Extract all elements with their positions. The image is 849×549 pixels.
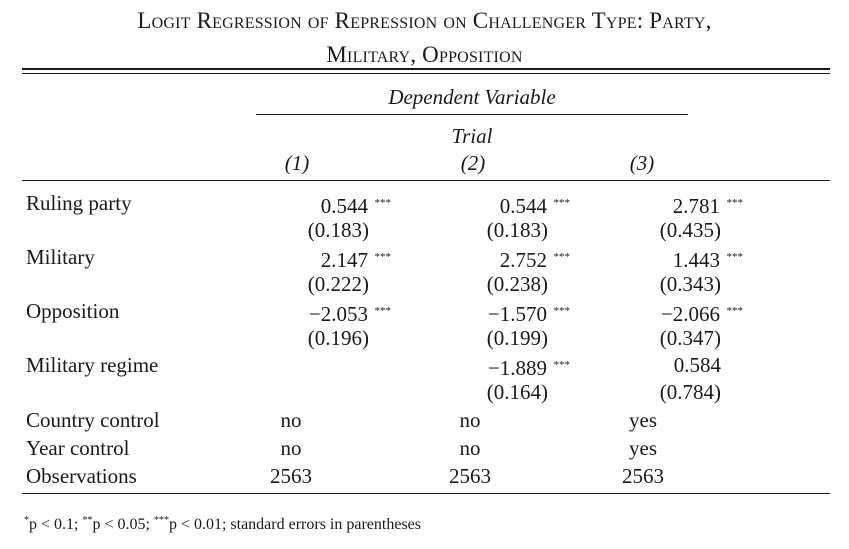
standard-error-cell: (0.183): [370, 217, 570, 243]
coefficient-value: 1.443: [672, 248, 720, 272]
standard-error-value: (0.784): [659, 380, 721, 404]
standard-error-value: (0.343): [659, 272, 721, 296]
top-double-rule-upper: [22, 68, 830, 70]
standard-error-value: (0.199): [486, 326, 548, 350]
standard-error-cell: (0.435): [543, 217, 743, 243]
coefficient-value: 0.584: [673, 353, 721, 377]
row-label: Ruling party: [26, 191, 132, 215]
coefficient-cell: 1.443 ***: [543, 244, 743, 273]
control-row-label: Observations: [26, 464, 137, 488]
control-value: no: [459, 436, 481, 460]
coefficient-value: 0.544: [320, 194, 368, 218]
standard-error-cell: (0.196): [191, 325, 391, 351]
header-rule: [22, 180, 830, 181]
top-double-rule-lower: [22, 73, 830, 74]
table-title: Logit Regression of Repression on Challe…: [0, 4, 849, 72]
standard-error-value: (0.347): [659, 326, 721, 350]
significance-stars: ***: [553, 251, 571, 263]
standard-error-cell: (0.238): [370, 271, 570, 297]
coefficient-cell: 2.147 ***: [191, 244, 391, 273]
dependent-variable-underline: [256, 114, 688, 115]
variable-name-label: Trial: [451, 124, 493, 148]
significance-stars: ***: [374, 197, 392, 209]
standard-error-value: (0.183): [486, 218, 548, 242]
control-row-label: Country control: [26, 408, 160, 432]
standard-error-value: (0.435): [659, 218, 721, 242]
note-text-3: p < 0.01; standard errors in parentheses: [168, 516, 421, 533]
coefficient-cell: 2.781 ***: [543, 190, 743, 219]
row-label: Military regime: [26, 353, 159, 377]
note-star-1: *: [24, 515, 29, 526]
note-text-2: p < 0.05;: [92, 516, 154, 533]
coefficient-value: −1.889: [487, 356, 547, 380]
significance-stars: ***: [726, 305, 744, 317]
standard-error-cell: (0.347): [543, 325, 743, 351]
standard-error-value: (0.196): [307, 326, 369, 350]
standard-error-cell: (0.222): [191, 271, 391, 297]
standard-error-cell: (0.343): [543, 271, 743, 297]
column-header-2: (2): [460, 151, 486, 175]
table-title-line-1: Logit Regression of Repression on Challe…: [137, 8, 712, 33]
significance-stars: ***: [374, 305, 392, 317]
note-star-3: ***: [153, 515, 169, 526]
standard-error-value: (0.222): [307, 272, 369, 296]
control-value: 2563: [622, 464, 664, 488]
standard-error-value: (0.183): [307, 218, 369, 242]
coefficient-cell: −1.889 ***: [370, 352, 570, 381]
bottom-rule: [22, 493, 830, 494]
column-header-3: (3): [629, 151, 655, 175]
coefficient-cell: −2.066 ***: [543, 298, 743, 327]
control-value: 2563: [449, 464, 491, 488]
standard-error-cell: (0.784): [543, 379, 743, 405]
control-value: no: [459, 408, 481, 432]
coefficient-cell: −1.570 ***: [370, 298, 570, 327]
control-value: no: [280, 408, 302, 432]
coefficient-value: −1.570: [487, 302, 547, 326]
coefficient-cell: 0.544 ***: [370, 190, 570, 219]
significance-note: *p < 0.1; **p < 0.05; ***p < 0.01; stand…: [24, 510, 421, 536]
significance-stars: ***: [553, 359, 571, 371]
note-text-1: p < 0.1;: [29, 516, 83, 533]
dependent-variable-label: Dependent Variable: [388, 85, 556, 109]
significance-stars: ***: [374, 251, 392, 263]
coefficient-value: −2.066: [660, 302, 720, 326]
table-title-line-2: Military, Opposition: [326, 42, 523, 67]
control-row-label: Year control: [26, 436, 130, 460]
significance-stars: ***: [553, 305, 571, 317]
control-value: no: [280, 436, 302, 460]
coefficient-value: 2.147: [320, 248, 368, 272]
coefficient-value: 2.752: [499, 248, 547, 272]
significance-stars: ***: [726, 197, 744, 209]
standard-error-cell: (0.199): [370, 325, 570, 351]
coefficient-cell: −2.053 ***: [191, 298, 391, 327]
control-value: yes: [629, 436, 657, 460]
coefficient-value: −2.053: [308, 302, 368, 326]
significance-stars: ***: [553, 197, 571, 209]
standard-error-value: (0.238): [486, 272, 548, 296]
standard-error-cell: (0.183): [191, 217, 391, 243]
row-label: Opposition: [26, 299, 120, 323]
significance-stars: ***: [726, 251, 744, 263]
column-header-1: (1): [284, 151, 310, 175]
coefficient-value: 2.781: [672, 194, 720, 218]
coefficient-value: 0.544: [499, 194, 547, 218]
control-value: yes: [629, 408, 657, 432]
row-label: Military: [26, 245, 95, 269]
note-star-2: **: [82, 515, 93, 526]
coefficient-cell: 0.584: [543, 352, 743, 378]
standard-error-cell: (0.164): [370, 379, 570, 405]
control-value: 2563: [270, 464, 312, 488]
coefficient-cell: 2.752 ***: [370, 244, 570, 273]
coefficient-cell: 0.544 ***: [191, 190, 391, 219]
standard-error-value: (0.164): [486, 380, 548, 404]
